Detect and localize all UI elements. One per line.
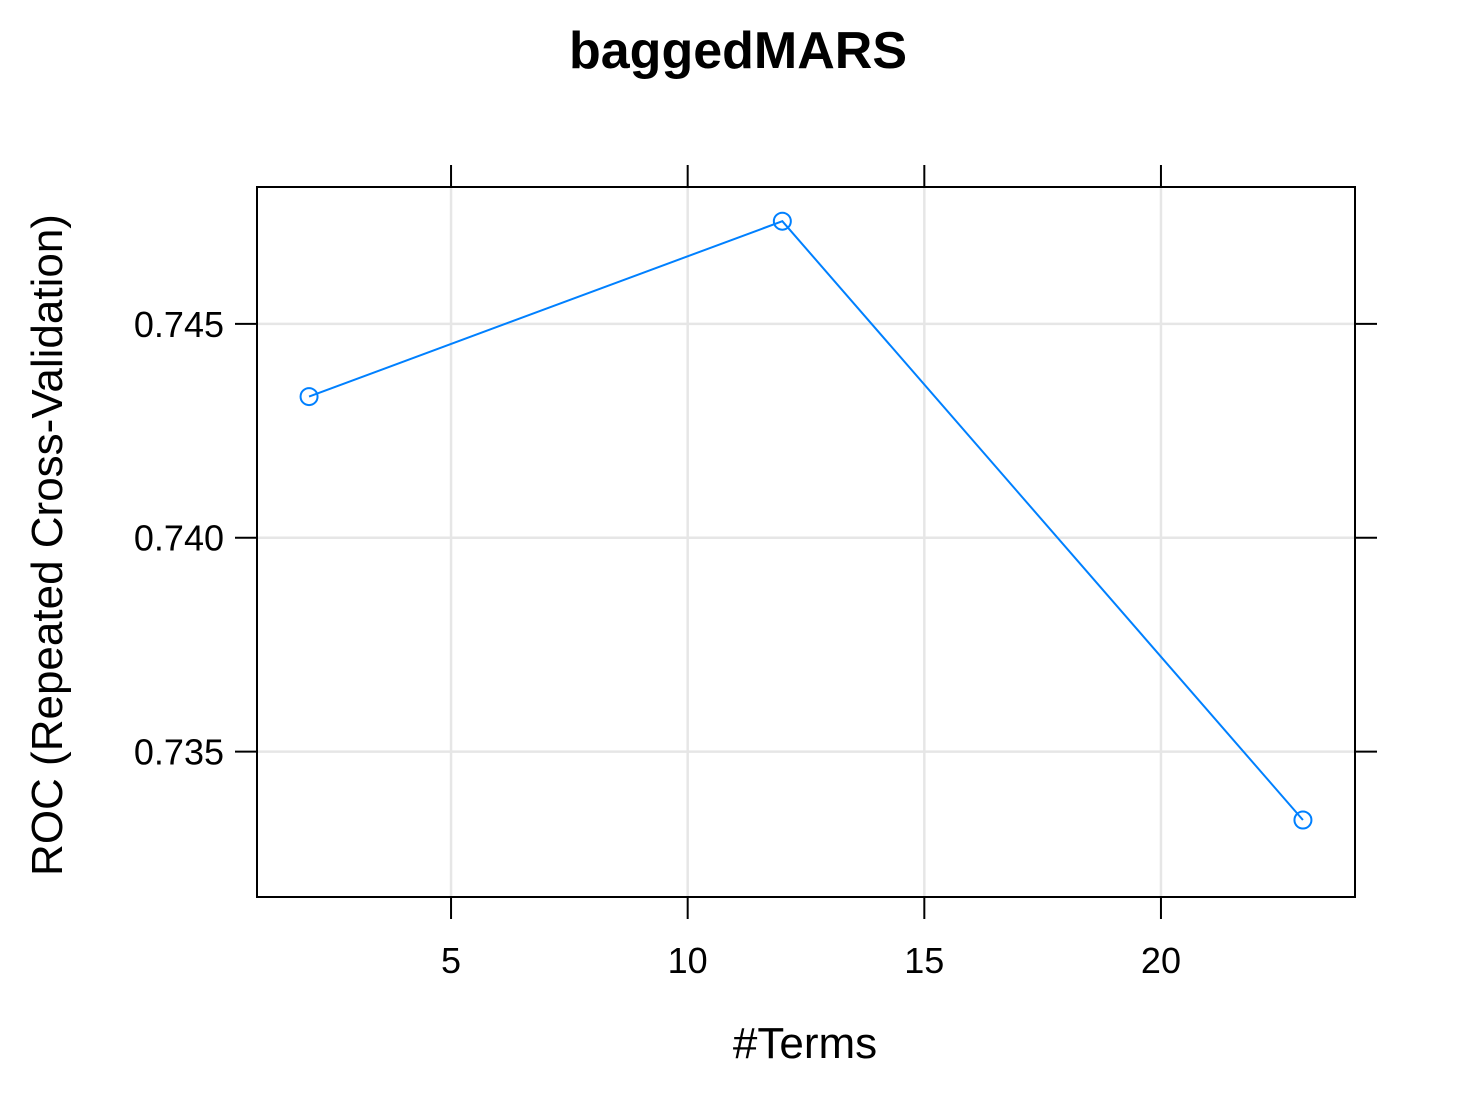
y-tick-label: 0.735 xyxy=(134,732,224,773)
x-tick-label: 20 xyxy=(1141,940,1181,981)
plot-frame xyxy=(256,186,1356,898)
x-axis-label: #Terms xyxy=(733,1019,877,1068)
axis-ticks xyxy=(235,165,1377,919)
tick-labels: 5 10 15 20 0.735 0.740 0.745 xyxy=(134,304,1181,981)
y-tick-label: 0.740 xyxy=(134,518,224,559)
data-point xyxy=(772,211,792,231)
grid xyxy=(257,187,1355,897)
x-tick-label: 5 xyxy=(441,940,461,981)
x-tick-label: 10 xyxy=(668,940,708,981)
series-line xyxy=(308,220,1304,821)
data-point xyxy=(299,387,319,407)
y-axis-label: ROC (Repeated Cross-Validation) xyxy=(23,214,72,876)
y-tick-label: 0.745 xyxy=(134,304,224,345)
x-tick-label: 15 xyxy=(904,940,944,981)
data-point xyxy=(1293,810,1313,830)
chart-title: baggedMARS xyxy=(569,22,907,80)
series xyxy=(299,211,1313,830)
